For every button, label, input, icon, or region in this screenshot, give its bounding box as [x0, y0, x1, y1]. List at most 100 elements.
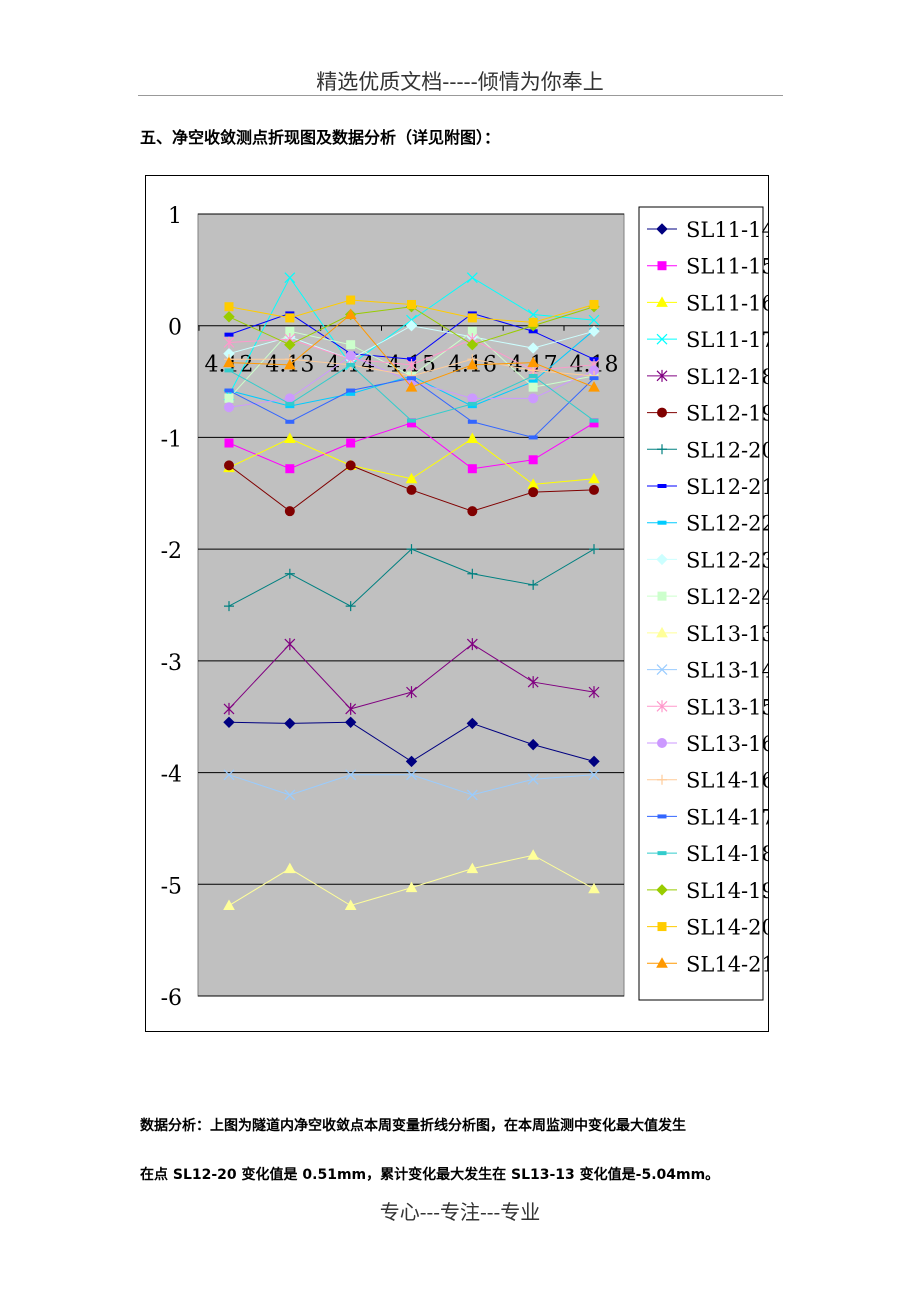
legend-label: SL11-17 — [686, 328, 768, 352]
data-point-SL13-16 — [467, 393, 478, 404]
legend-marker — [656, 553, 668, 566]
data-point-SL13-13 — [466, 862, 479, 874]
header-divider — [138, 95, 783, 96]
data-point-SL13-14 — [588, 769, 600, 781]
data-point-SL13-16 — [345, 350, 356, 361]
y-tick-label: -3 — [161, 651, 182, 676]
legend-marker — [657, 851, 667, 856]
legend-label: SL12-21 — [686, 475, 768, 499]
data-point-SL12-21 — [224, 332, 234, 337]
data-point-SL12-23 — [527, 342, 539, 354]
legend-label: SL13-16 — [686, 732, 768, 756]
legend-label: SL14-19 — [686, 879, 768, 903]
data-point-SL12-19 — [528, 487, 539, 498]
data-point-SL11-16 — [466, 432, 479, 444]
data-point-SL14-18 — [467, 401, 477, 406]
data-point-SL14-20 — [224, 302, 234, 312]
data-point-SL11-16 — [588, 472, 600, 484]
legend-marker — [656, 296, 668, 307]
data-point-SL12-20 — [467, 568, 478, 579]
legend-label: SL12-24 — [686, 585, 768, 609]
y-tick-label: -4 — [161, 763, 182, 788]
data-point-SL14-21 — [466, 358, 479, 370]
legend-marker — [657, 774, 667, 785]
legend-label: SL13-15 — [686, 695, 768, 719]
data-point-SL14-18 — [589, 418, 599, 423]
data-point-SL14-18 — [407, 418, 416, 423]
data-point-SL12-20 — [224, 601, 234, 612]
y-tick-label: -1 — [161, 427, 182, 452]
legend-label: SL14-16 — [686, 769, 768, 793]
data-point-SL13-13 — [283, 862, 296, 874]
data-point-SL11-14 — [405, 755, 418, 768]
data-point-SL11-15 — [346, 438, 356, 448]
legend-label: SL12-23 — [686, 548, 768, 572]
legend-label: SL14-20 — [686, 916, 768, 940]
data-point-SL12-20 — [406, 544, 417, 555]
data-point-SL14-20 — [346, 295, 356, 305]
data-point-SL12-20 — [284, 568, 295, 579]
data-point-SL13-13 — [588, 882, 600, 894]
y-tick-label: 1 — [168, 204, 182, 229]
data-point-SL12-18 — [466, 638, 478, 651]
data-point-SL11-15 — [224, 438, 234, 448]
data-point-SL13-13 — [405, 881, 418, 893]
legend-marker — [657, 922, 667, 932]
data-point-SL11-16 — [405, 472, 418, 484]
data-point-SL11-14 — [466, 717, 479, 730]
data-point-SL14-19 — [466, 338, 479, 351]
chart-frame: 10-1-2-3-4-5-64.124.134.144.154.164.174.… — [145, 175, 769, 1032]
data-point-SL14-20 — [407, 299, 416, 309]
data-point-SL12-18 — [345, 702, 357, 715]
y-tick-label: -6 — [161, 986, 182, 1011]
data-point-SL13-14 — [406, 769, 417, 781]
data-point-SL14-18 — [346, 362, 356, 367]
data-point-SL12-18 — [527, 676, 539, 689]
data-point-SL12-19 — [224, 460, 234, 471]
page-header: 精选优质文档-----倾情为你奉上 — [316, 70, 604, 94]
data-point-SL13-13 — [223, 899, 235, 911]
data-point-SL12-22 — [528, 379, 538, 384]
legend-marker — [656, 957, 668, 968]
legend-label: SL11-16 — [686, 291, 768, 315]
legend-marker — [657, 444, 667, 455]
data-point-SL14-19 — [223, 311, 235, 323]
data-point-SL12-19 — [589, 484, 599, 495]
data-point-SL14-18 — [528, 373, 538, 378]
data-point-SL12-24 — [528, 382, 538, 392]
convergence-line-chart: 10-1-2-3-4-5-64.124.134.144.154.164.174.… — [161, 204, 768, 1011]
legend-marker — [656, 369, 668, 382]
data-point-SL12-19 — [345, 460, 356, 471]
data-point-SL11-17 — [466, 272, 478, 284]
data-point-SL11-15 — [467, 464, 477, 474]
data-point-SL14-17 — [224, 388, 234, 393]
data-point-SL12-24 — [346, 340, 356, 350]
data-point-SL11-14 — [527, 738, 539, 751]
legend-marker — [657, 814, 667, 819]
legend-label: SL12-19 — [686, 402, 768, 426]
legend-marker — [657, 520, 667, 525]
legend-label: SL12-22 — [686, 512, 768, 536]
data-point-SL14-20 — [528, 317, 538, 327]
data-point-SL14-17 — [407, 376, 416, 381]
data-point-SL12-18 — [284, 638, 296, 651]
data-point-SL12-19 — [406, 484, 417, 495]
data-point-SL12-18 — [223, 702, 235, 715]
legend-label: SL12-18 — [686, 365, 768, 389]
section-title: 五、净空收敛测点折现图及数据分析（详见附图）： — [140, 128, 501, 147]
data-point-SL13-14 — [223, 769, 235, 781]
data-point-SL14-17 — [589, 376, 599, 381]
data-point-SL12-19 — [467, 506, 478, 517]
data-point-SL11-14 — [344, 716, 357, 729]
legend-marker — [656, 626, 668, 638]
data-point-SL12-22 — [346, 391, 356, 396]
data-point-SL14-21 — [223, 356, 235, 368]
y-tick-label: -2 — [161, 539, 182, 564]
data-point-SL14-18 — [224, 368, 234, 373]
data-point-SL11-14 — [588, 755, 600, 768]
data-point-SL13-14 — [284, 789, 296, 801]
data-point-SL12-23 — [405, 320, 418, 332]
data-point-SL13-14 — [345, 769, 357, 781]
data-point-SL14-17 — [346, 388, 356, 393]
data-point-SL11-15 — [528, 455, 538, 465]
